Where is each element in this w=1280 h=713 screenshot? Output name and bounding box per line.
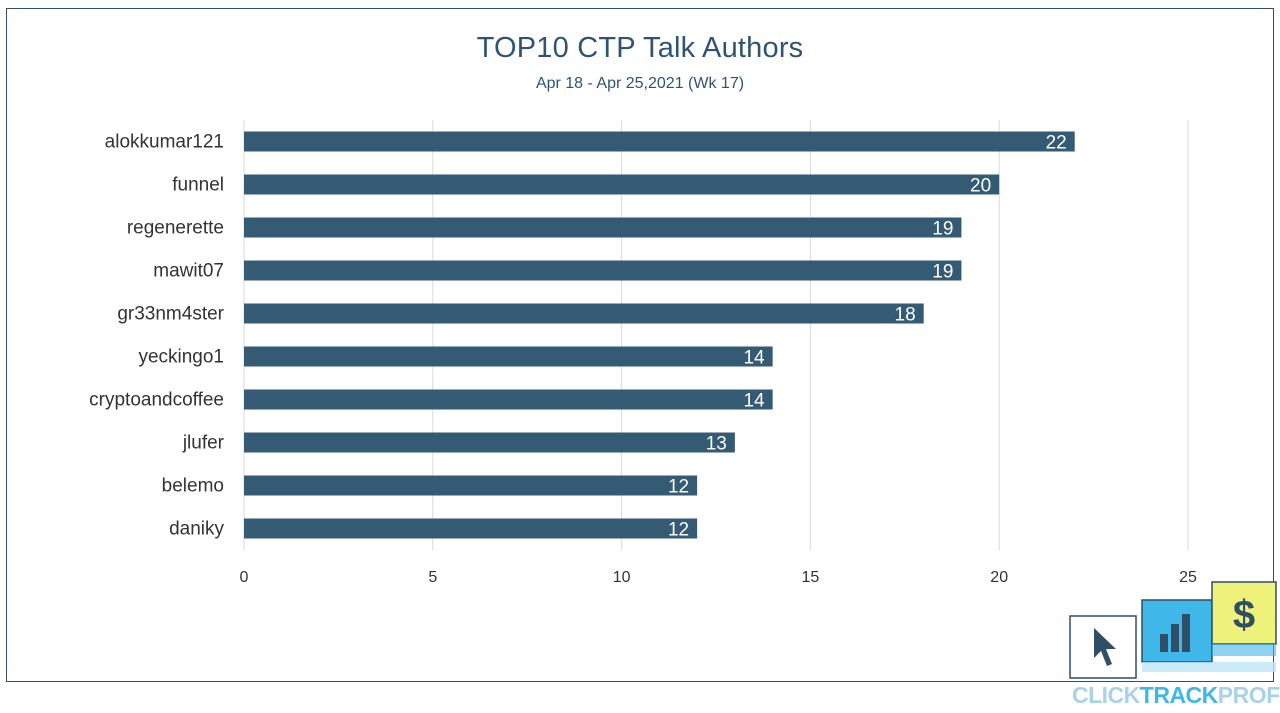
y-category-label: alokkumar121 (105, 132, 224, 153)
bar (244, 131, 1075, 152)
data-label: 13 (706, 434, 727, 455)
clicktrackprofit-logo: $ CLICKTRACKPROFIT (1069, 581, 1280, 708)
bar-chart-icon (1160, 634, 1168, 652)
x-tick-label: 0 (240, 569, 249, 586)
data-label: 22 (1046, 133, 1067, 154)
data-label: 19 (932, 219, 953, 240)
data-label: 12 (668, 477, 689, 498)
bar (244, 303, 924, 324)
bar (244, 346, 773, 367)
x-tick-label: 5 (428, 569, 437, 586)
logo-wordmark: CLICKTRACKPROFIT (1072, 682, 1280, 708)
bar (244, 475, 698, 496)
data-label: 14 (743, 391, 765, 412)
bar (244, 389, 773, 410)
bar (244, 174, 1000, 195)
x-tick-label: 15 (802, 569, 820, 586)
data-label: 19 (932, 262, 953, 283)
chart-subtitle-text: Apr 18 - Apr 25,2021 (Wk 17) (535, 75, 745, 92)
data-label: 18 (895, 305, 916, 326)
cursor-icon (1094, 628, 1116, 666)
data-label: 12 (668, 520, 689, 541)
bar (244, 260, 962, 281)
dollar-icon: $ (1233, 593, 1255, 637)
y-category-label: funnel (172, 175, 224, 196)
y-category-label: cryptoandcoffee (89, 390, 224, 411)
y-category-label: yeckingo1 (138, 347, 224, 368)
y-category-label: belemo (162, 476, 224, 497)
x-tick-label: 25 (1179, 569, 1197, 586)
x-tick-label: 20 (990, 569, 1008, 586)
chart-title: TOP10 CTP Talk Authors (476, 32, 804, 64)
y-category-label: gr33nm4ster (117, 304, 224, 325)
y-category-label: regenerette (127, 218, 224, 239)
data-label: 20 (970, 176, 991, 197)
y-category-label: mawit07 (153, 261, 224, 282)
y-category-label: jlufer (182, 433, 225, 454)
logo-dollar-box (1211, 581, 1277, 645)
bar (244, 432, 735, 453)
chart-subtitle: Apr 18 - Apr 25,2021 (Wk 17) (0, 75, 1280, 93)
data-label: 14 (743, 348, 765, 369)
bar (244, 217, 962, 238)
y-category-label: daniky (169, 519, 224, 540)
chart-frame (6, 8, 1274, 682)
x-tick-label: 10 (613, 569, 631, 586)
bar (244, 518, 698, 539)
